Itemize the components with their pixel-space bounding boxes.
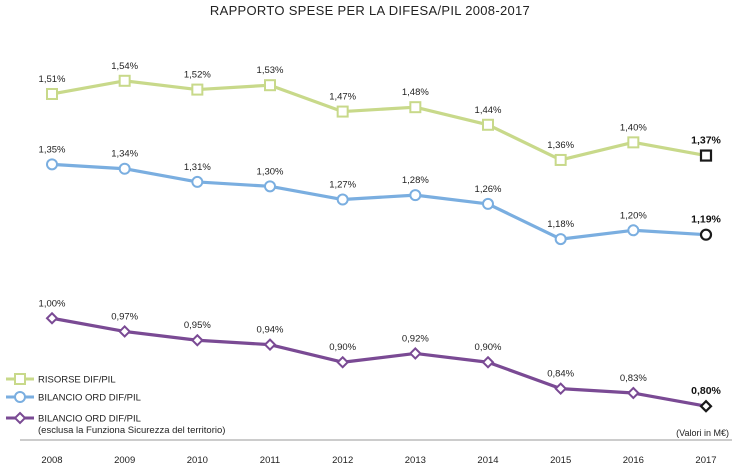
data-label: 0,90% (329, 342, 356, 353)
unit-note: (Valori in M€) (676, 428, 729, 438)
data-label: 0,97% (111, 311, 138, 322)
legend-marker (13, 411, 27, 425)
data-point (118, 74, 131, 87)
series-layer: 1,51% 1,54% 1,52% 1,53% 1,47% 1,48% 1,44% 1,36%… (39, 61, 722, 413)
data-label: 1,51% (39, 74, 66, 85)
data-label: 1,35% (39, 144, 66, 155)
data-label: 0,84% (547, 369, 574, 380)
data-point (554, 153, 567, 166)
data-label: 1,37% (691, 135, 721, 147)
data-label: 1,48% (402, 87, 429, 98)
x-tick-label: 2014 (477, 455, 498, 466)
series-1: 1,51% 1,54% 1,52% 1,53% 1,47% 1,48% 1,44% 1,36%… (39, 61, 722, 166)
x-tick-label: 2010 (187, 455, 208, 466)
data-label: 0,95% (184, 320, 211, 331)
data-point (699, 399, 713, 413)
series-line (51, 162, 707, 241)
x-tick-label: 2012 (332, 455, 353, 466)
data-point (554, 233, 567, 246)
data-label: 1,18% (547, 219, 574, 230)
data-label: 1,30% (257, 166, 284, 177)
data-label: 1,27% (329, 180, 356, 191)
data-point (409, 189, 422, 202)
x-tick-label: 2015 (550, 455, 571, 466)
data-point (482, 197, 494, 210)
data-label: 1,54% (111, 61, 138, 72)
data-point (481, 355, 495, 369)
series-line (51, 316, 707, 408)
data-point (46, 158, 58, 171)
data-label: 1,36% (547, 140, 574, 151)
data-point (699, 228, 713, 241)
legend-entry: BILANCIO ORD DIF/PIL(esclusa la Funziona… (6, 411, 225, 436)
legend-entry: RISORSE DIF/PIL (6, 373, 116, 386)
data-point (191, 175, 204, 188)
series-2: 1,35% 1,34% 1,31% 1,30% 1,27% 1,28% 1,26% 1,18%… (39, 144, 722, 246)
data-point (408, 347, 422, 360)
data-label: 1,34% (111, 149, 138, 160)
data-point (482, 118, 494, 131)
chart-title: RAPPORTO SPESE PER LA DIFESA/PIL 2008-20… (210, 3, 530, 18)
legend-label: RISORSE DIF/PIL (38, 375, 116, 386)
legend-label: BILANCIO ORD DIF/PIL (38, 393, 141, 404)
x-tick-label: 2013 (405, 455, 426, 466)
data-point (118, 162, 131, 175)
data-point (627, 136, 640, 149)
data-point (336, 105, 349, 118)
data-label: 1,19% (691, 214, 721, 226)
data-point (627, 224, 640, 237)
data-point (118, 325, 132, 338)
x-tick-label: 2009 (114, 455, 135, 466)
data-point (264, 180, 276, 193)
data-label: 0,94% (257, 325, 284, 336)
data-label: 0,90% (475, 342, 502, 353)
data-label: 1,40% (620, 122, 647, 133)
data-label: 1,31% (184, 162, 211, 173)
legend-entry: BILANCIO ORD DIF/PIL (6, 391, 141, 404)
x-tick-label: 2016 (623, 455, 644, 466)
x-tick-label: 2008 (41, 455, 62, 466)
data-label: 0,92% (402, 333, 429, 344)
data-label: 1,20% (620, 210, 647, 221)
data-label: 1,52% (184, 70, 211, 81)
legend-marker (14, 373, 26, 385)
data-point (626, 386, 640, 400)
data-label: 1,28% (402, 175, 429, 186)
series-3: 1,00% 0,97% 0,95% 0,94% 0,90% 0,92% 0,90% 0,84%… (39, 298, 722, 413)
data-point (45, 311, 59, 325)
x-tick-label: 2011 (260, 455, 280, 466)
data-label: 0,83% (620, 373, 647, 384)
x-tick-label: 2017 (695, 455, 716, 466)
legend-marker (14, 391, 26, 403)
data-point (409, 101, 422, 114)
data-label: 1,53% (257, 65, 284, 76)
data-point (190, 333, 204, 347)
data-label: 0,80% (691, 385, 721, 397)
x-axis-ticks: 2008 2009 2010 2011 2012 2013 2014 2015 2016 2017 (41, 455, 716, 466)
data-label: 1,26% (475, 184, 502, 195)
data-point (46, 87, 58, 100)
data-label: 1,00% (39, 298, 66, 309)
data-label: 1,44% (475, 105, 502, 116)
data-point (191, 83, 204, 96)
data-point (263, 338, 277, 352)
data-point (699, 149, 713, 162)
data-point (264, 79, 276, 92)
data-point (336, 355, 350, 369)
data-point (554, 382, 568, 396)
legend-label: BILANCIO ORD DIF/PIL (38, 414, 141, 425)
series-line (51, 79, 707, 162)
legend-label-line2: (esclusa la Funziona Sicurezza del terri… (38, 425, 225, 436)
data-point (336, 193, 349, 206)
data-label: 1,47% (329, 92, 356, 103)
